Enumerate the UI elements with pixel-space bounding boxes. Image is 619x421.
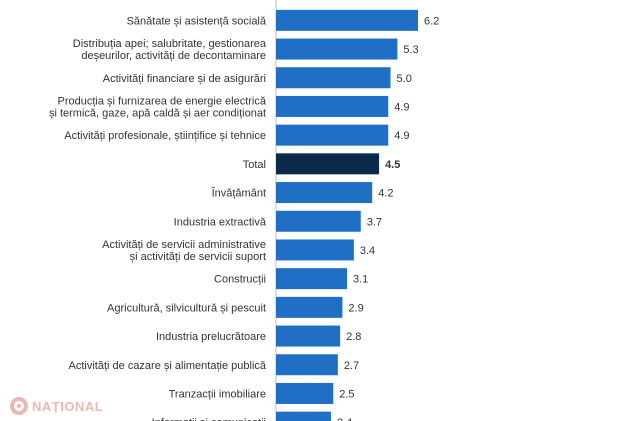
national-watermark: NAȚIONAL <box>10 397 103 415</box>
category-label: Producția și furnizarea de energie elect… <box>49 95 267 119</box>
category-label: Construcții <box>214 274 266 286</box>
bar <box>276 382 334 404</box>
bar <box>276 182 373 204</box>
category-label-line: Informații și comunicații <box>152 417 266 421</box>
category-label: Industria extractivă <box>174 216 267 228</box>
bar-total <box>276 153 380 175</box>
bar-value-label: 2.5 <box>339 388 354 400</box>
category-label-line: Activități de servicii administrative <box>102 239 266 251</box>
bar-value-label: 3.1 <box>353 274 368 286</box>
bar <box>276 354 338 376</box>
bar <box>276 325 341 347</box>
bar <box>276 411 331 421</box>
bar <box>276 210 361 232</box>
bar-value-label: 2.4 <box>337 417 352 421</box>
category-label-line: Producția și furnizarea de energie elect… <box>57 95 266 107</box>
category-label-line: deșeurilor, activități de decontaminare <box>81 50 266 62</box>
category-label-line: Învățământ <box>211 187 266 200</box>
category-label: Agricultură, silvicultură și pescuit <box>107 302 266 314</box>
category-label-line: Activități financiare și de asigurări <box>103 73 266 85</box>
bar <box>276 296 343 318</box>
national-logo-icon <box>10 397 28 415</box>
category-label: Sănătate și asistență socială <box>127 15 267 27</box>
bar <box>276 95 389 117</box>
category-label-line: Distribuția apei; salubritate, gestionar… <box>73 38 267 50</box>
bar-value-label: 2.7 <box>344 360 359 372</box>
category-label: Informații și comunicații <box>152 417 266 421</box>
category-label-line: Total <box>243 159 266 171</box>
category-label-line: și activități de servicii suport <box>130 251 266 263</box>
category-label: Total <box>243 159 266 171</box>
bar-value-label: 3.4 <box>360 245 375 257</box>
category-label: Activități profesionale, științifice și … <box>64 130 266 142</box>
category-label: Activități financiare și de asigurări <box>103 73 266 85</box>
bar <box>276 124 389 146</box>
bar <box>276 38 398 60</box>
category-label-line: Construcții <box>214 274 266 286</box>
category-label-line: Activități profesionale, științifice și … <box>64 130 266 142</box>
category-label-line: Sănătate și asistență socială <box>127 15 267 27</box>
bar-value-label: 2.8 <box>346 331 361 343</box>
bar-value-label: 4.5 <box>385 159 400 171</box>
category-label: Activități de servicii administrative și … <box>102 239 266 263</box>
bar-value-label: 3.7 <box>367 216 382 228</box>
category-label: Activități de cazare și alimentație publ… <box>69 360 267 372</box>
bar <box>276 9 418 31</box>
bar-value-label: 4.9 <box>394 130 409 142</box>
bar-value-label: 5.0 <box>397 73 412 85</box>
bar-value-label: 4.2 <box>378 188 393 200</box>
bar <box>276 268 347 290</box>
bar <box>276 67 391 89</box>
watermark-text: NAȚIONAL <box>32 398 104 414</box>
category-label-line: Tranzacții imobiliare <box>169 388 266 400</box>
bar-value-label: 5.3 <box>403 44 418 56</box>
category-label-line: Agricultură, silvicultură și pescuit <box>107 302 266 314</box>
bar-value-label: 4.9 <box>394 101 409 113</box>
bar-value-label: 6.2 <box>424 15 439 27</box>
bar-value-label: 2.9 <box>348 302 363 314</box>
category-label: Învățământ <box>211 187 266 200</box>
category-label: Distribuția apei; salubritate, gestionar… <box>73 38 267 62</box>
bar <box>276 239 354 261</box>
category-label-line: și termică, gaze, apă caldă și aer condi… <box>49 107 266 119</box>
category-label: Industria prelucrătoare <box>156 331 266 343</box>
category-label: Tranzacții imobiliare <box>169 388 266 400</box>
category-label-line: Industria prelucrătoare <box>156 331 266 343</box>
category-label-line: Activități de cazare și alimentație publ… <box>69 360 267 372</box>
category-label-line: Industria extractivă <box>174 216 267 228</box>
